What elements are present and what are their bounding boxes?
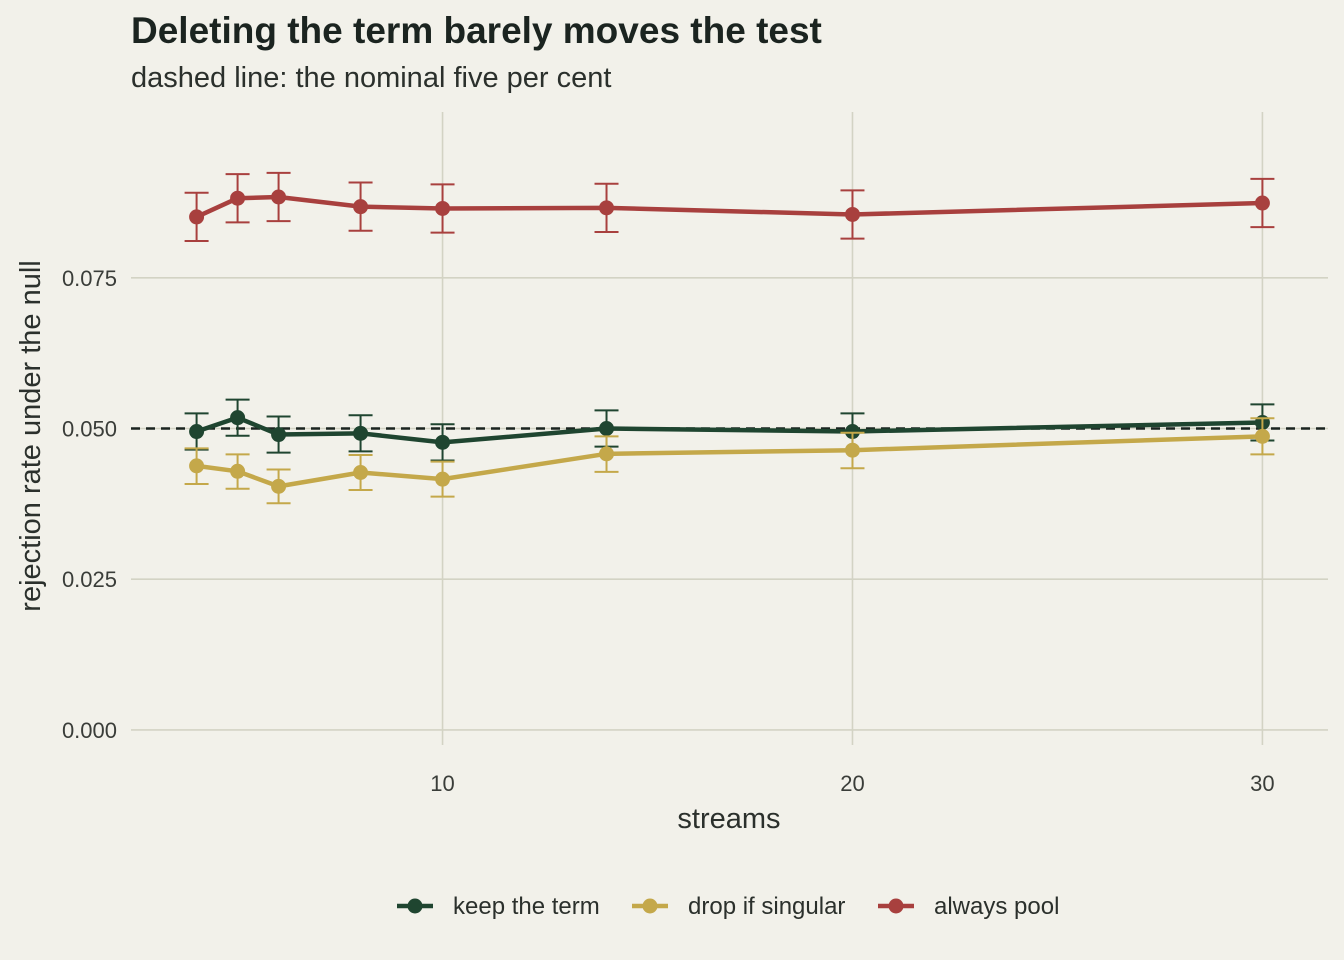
chart-subtitle: dashed line: the nominal five per cent: [131, 62, 612, 94]
legend-key-point: [642, 898, 658, 914]
y-tick-label: 0.050: [62, 417, 117, 442]
legend-key-point: [888, 898, 904, 914]
x-tick-label: 30: [1250, 771, 1274, 796]
chart-title: Deleting the term barely moves the test: [131, 10, 822, 51]
legend-item: keep the term: [397, 893, 600, 920]
data-point: [844, 424, 860, 440]
x-tick-label: 20: [840, 771, 864, 796]
legend-label: always pool: [934, 893, 1059, 920]
y-axis-title: rejection rate under the null: [15, 260, 47, 611]
axes: streams rejection rate under the null 0.…: [15, 260, 1275, 835]
data-point: [230, 410, 246, 426]
data-point: [1254, 195, 1270, 211]
data-point: [271, 478, 287, 494]
data-point: [844, 206, 860, 222]
y-tick-label: 0.000: [62, 718, 117, 743]
data-point: [189, 209, 205, 225]
data-point: [230, 463, 246, 479]
legend-item: drop if singular: [632, 893, 845, 920]
data-point: [599, 200, 615, 216]
legend-key-point: [407, 898, 423, 914]
data-point: [435, 434, 451, 450]
x-axis-title: streams: [677, 803, 780, 835]
y-tick-label: 0.075: [62, 266, 117, 291]
data-point: [599, 446, 615, 462]
legend-label: keep the term: [453, 893, 600, 920]
y-tick-label: 0.025: [62, 567, 117, 592]
legend-label: drop if singular: [688, 893, 845, 920]
series-layer: [184, 171, 1275, 505]
data-point: [189, 424, 205, 440]
series-2: [184, 171, 1275, 243]
data-point: [353, 465, 369, 481]
data-point: [353, 425, 369, 441]
legend: keep the term drop if singular always pool: [397, 893, 1059, 920]
series-1: [184, 417, 1275, 505]
legend-item: always pool: [878, 893, 1059, 920]
data-point: [271, 427, 287, 443]
data-point: [1254, 428, 1270, 444]
data-point: [844, 442, 860, 458]
data-point: [230, 190, 246, 206]
x-tick-label: 10: [430, 771, 454, 796]
data-point: [435, 471, 451, 487]
data-point: [271, 189, 287, 205]
data-point: [599, 421, 615, 436]
series-line: [196, 434, 1263, 489]
data-point: [353, 199, 369, 215]
data-point: [435, 200, 451, 216]
data-point: [189, 458, 205, 474]
